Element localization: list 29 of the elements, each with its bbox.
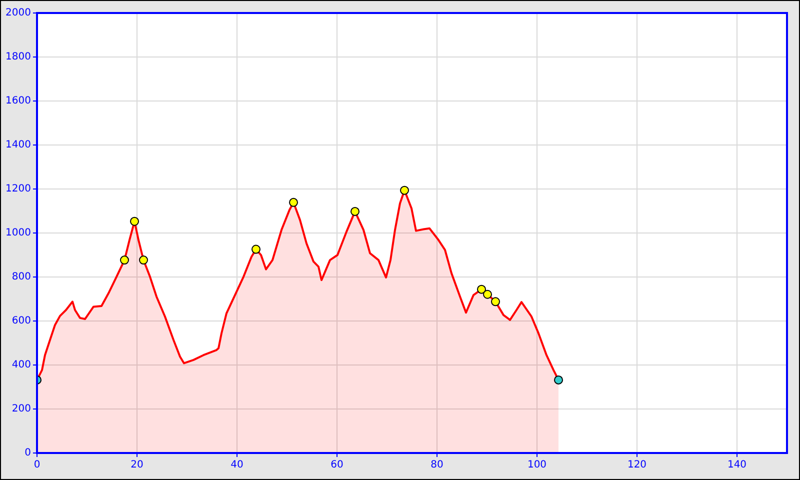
y-tick-label: 1200 xyxy=(6,184,31,195)
point xyxy=(400,186,409,195)
x-tick-label: 60 xyxy=(330,460,344,471)
point xyxy=(130,216,139,226)
x-tick-label: 140 xyxy=(727,460,747,471)
y-tick-label: 0 xyxy=(24,448,31,459)
point xyxy=(491,297,500,306)
y-tick-label: 1600 xyxy=(6,96,31,107)
point xyxy=(289,198,298,207)
point xyxy=(252,244,260,254)
y-tick-label: 1800 xyxy=(6,52,31,63)
x-tick-label: 0 xyxy=(34,460,40,471)
point xyxy=(350,206,360,216)
y-tick-label: 800 xyxy=(12,272,31,283)
y-tick-label: 2000 xyxy=(6,8,31,19)
point xyxy=(139,256,148,265)
y-tick-label: 400 xyxy=(12,360,31,371)
point xyxy=(477,284,486,294)
x-tick-label: 40 xyxy=(230,460,244,471)
x-tick-label: 120 xyxy=(627,460,647,471)
y-tick-label: 600 xyxy=(12,316,31,327)
point xyxy=(483,290,492,299)
y-tick-label: 200 xyxy=(12,404,31,415)
y-tick-label: 1400 xyxy=(6,140,31,151)
x-tick-label: 20 xyxy=(130,460,144,471)
x-tick-label: 80 xyxy=(430,460,444,471)
x-tick-label: 100 xyxy=(527,460,547,471)
y-tick-label: 1000 xyxy=(6,228,31,239)
point xyxy=(120,256,129,265)
